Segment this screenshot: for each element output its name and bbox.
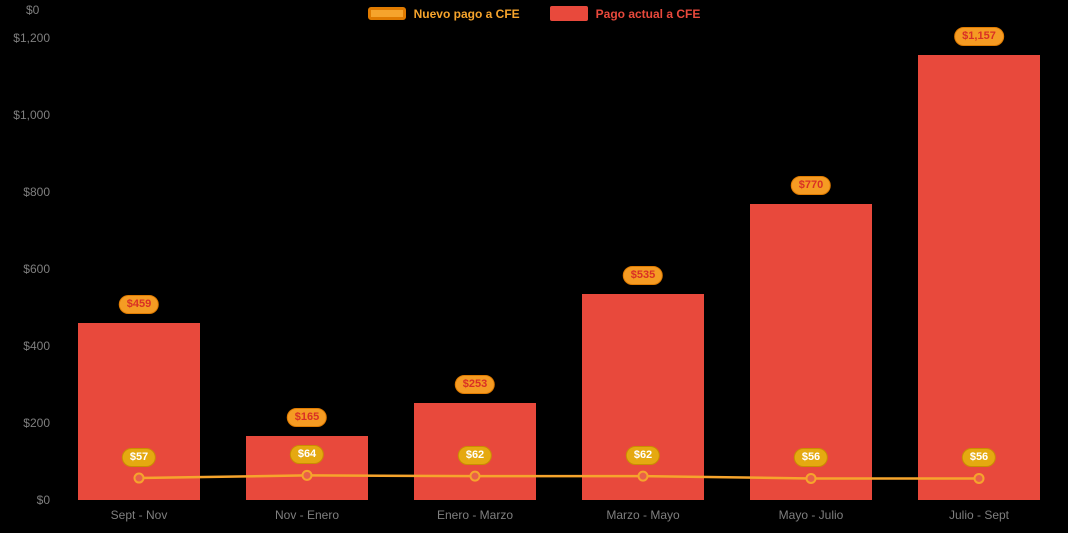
bar[interactable] <box>78 323 200 500</box>
bar-value-badge: $1,157 <box>954 26 1004 46</box>
legend-swatch-bar-icon <box>549 6 588 21</box>
x-category-label: Marzo - Mayo <box>606 508 680 522</box>
line-point[interactable] <box>301 469 313 481</box>
x-category-label: Enero - Marzo <box>436 508 514 522</box>
y-tick-label: $0 <box>36 493 50 507</box>
y-tick-label: $800 <box>23 185 50 199</box>
x-category-label: Sept - Nov <box>110 508 168 522</box>
x-category-label: Nov - Enero <box>274 508 340 522</box>
y-tick-label: $1,200 <box>13 31 50 45</box>
y-tick-label: $400 <box>23 339 50 353</box>
line-value-badge: $57 <box>121 448 157 468</box>
line-point[interactable] <box>469 470 481 482</box>
line-point[interactable] <box>133 472 145 484</box>
y-tick-label: $1,000 <box>13 108 50 122</box>
line-series <box>133 469 985 484</box>
legend-label-pago-actual: Pago actual a CFE <box>595 6 701 21</box>
line-value-badge: $62 <box>625 446 661 466</box>
legend-item-pago-actual[interactable]: Pago actual a CFE <box>549 6 701 21</box>
y-tick-label: $200 <box>23 416 50 430</box>
bar-value-badge: $253 <box>454 374 496 394</box>
legend-swatch-line-icon <box>367 7 406 20</box>
line-value-badge: $56 <box>793 448 829 468</box>
line-value-badge: $64 <box>289 445 325 465</box>
line-value-badge: $62 <box>457 446 493 466</box>
bar-value-badge: $459 <box>118 295 160 315</box>
bar-value-badge: $770 <box>790 175 832 195</box>
line-point[interactable] <box>805 472 817 484</box>
legend: Nuevo pago a CFE Pago actual a CFE <box>0 6 1068 21</box>
legend-label-nuevo-pago: Nuevo pago a CFE <box>413 6 520 21</box>
line-point[interactable] <box>973 472 985 484</box>
bar[interactable] <box>918 54 1040 500</box>
line-path <box>138 474 979 480</box>
bar-value-badge: $535 <box>622 266 664 286</box>
bar-series <box>55 38 1063 500</box>
legend-item-nuevo-pago[interactable]: Nuevo pago a CFE <box>367 6 520 21</box>
y-axis-corner-label: $0 <box>26 3 40 17</box>
y-axis: $0 $200 $400 $600 $800 $1,000 $1,200 <box>4 31 50 507</box>
line-value-badge: $56 <box>961 448 997 468</box>
bar-value-badge: $165 <box>286 408 328 428</box>
bar[interactable] <box>582 294 704 500</box>
x-axis: Sept - Nov Nov - Enero Enero - Marzo Marzo … <box>55 508 1063 528</box>
y-tick-label: $600 <box>23 262 50 276</box>
x-category-label: Julio - Sept <box>948 508 1010 522</box>
x-category-label: Mayo - Julio <box>778 508 844 522</box>
line-point[interactable] <box>637 470 649 482</box>
plot-area: $57 $64 $62 $62 $56 $56 $459 $165 $253 $535 $770 $1… <box>55 26 1063 500</box>
